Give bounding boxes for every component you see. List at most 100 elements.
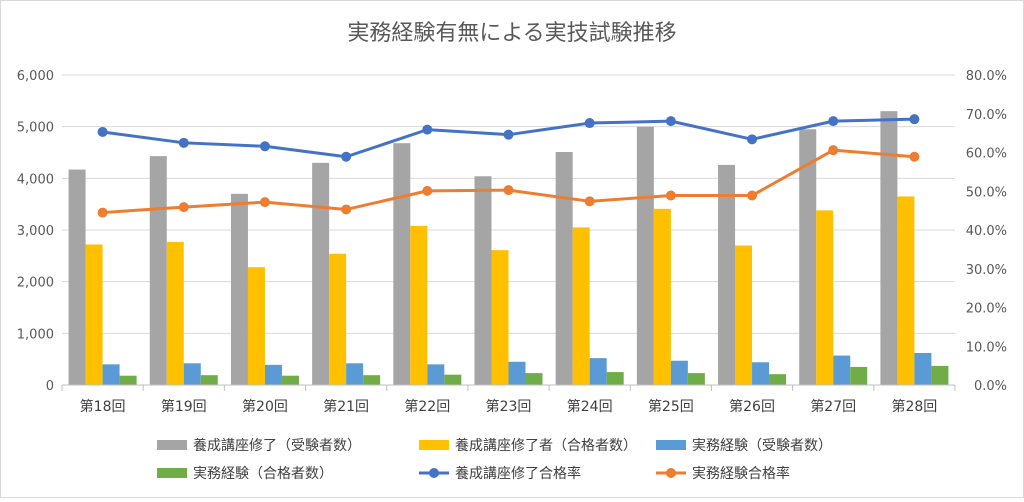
y-left-tick-label: 5,000 (17, 121, 54, 136)
y-right-tick-label: 0.0% (974, 379, 1007, 394)
bar (149, 156, 167, 385)
data-point (909, 151, 920, 162)
bar-series (68, 111, 949, 386)
y-left-tick-label: 6,000 (17, 69, 54, 84)
data-point (341, 204, 352, 215)
data-point (259, 141, 270, 152)
legend-label: 実務経験（合格者数） (193, 466, 333, 482)
x-tick-label: 第20回 (242, 398, 288, 415)
bar (718, 164, 736, 385)
legend-marker (429, 468, 439, 478)
bar (491, 250, 509, 385)
bar (769, 374, 787, 385)
x-tick-label: 第22回 (404, 398, 450, 415)
x-tick-label: 第27回 (810, 398, 856, 415)
y-left-tick-label: 1,000 (17, 327, 54, 342)
data-point (665, 190, 676, 201)
bar (85, 244, 103, 385)
legend-label: 養成講座修了合格率 (455, 465, 581, 482)
bar (363, 375, 381, 385)
data-point (747, 134, 758, 145)
y-right-tick-label: 80.0% (966, 69, 1007, 84)
y-right-tick-label: 40.0% (966, 224, 1007, 239)
bar (735, 245, 753, 385)
bar (670, 360, 688, 385)
data-point (341, 151, 352, 162)
bar (166, 241, 184, 385)
data-point (97, 207, 108, 218)
bar (119, 375, 137, 385)
data-point (178, 137, 189, 148)
y-right-tick-label: 10.0% (966, 340, 1007, 355)
bar (525, 373, 543, 385)
data-point (909, 114, 920, 125)
bar (393, 143, 411, 385)
data-point (828, 116, 839, 127)
bar (653, 208, 671, 385)
chart-title: 実務経験有無による実技試験推移 (347, 21, 676, 46)
bar (247, 267, 265, 385)
legend-swatch (419, 440, 449, 450)
x-tick-label: 第23回 (486, 398, 532, 415)
line-series (97, 114, 920, 218)
bar (636, 126, 654, 386)
bar (931, 365, 949, 385)
bar (102, 364, 120, 385)
data-point (665, 116, 676, 127)
data-point (584, 118, 595, 129)
data-point (422, 124, 433, 135)
y-right-tick-label: 50.0% (966, 185, 1007, 200)
bar (264, 364, 282, 385)
bar (687, 373, 705, 385)
bar (914, 352, 932, 385)
bar (606, 372, 624, 385)
bar (474, 176, 492, 385)
y-left-tick-label: 2,000 (17, 276, 54, 291)
bar (200, 375, 218, 385)
y-right-tick-label: 70.0% (966, 108, 1007, 123)
data-point (97, 126, 108, 137)
x-tick-label: 第18回 (80, 398, 126, 415)
data-point (503, 185, 514, 196)
y-right-tick-label: 30.0% (966, 263, 1007, 278)
x-tick-label: 第28回 (891, 398, 937, 415)
bar (68, 169, 86, 385)
bar (589, 358, 607, 385)
y-right-tick-label: 60.0% (966, 147, 1007, 162)
bar (183, 363, 201, 385)
x-tick-label: 第24回 (567, 398, 613, 415)
y-left-tick-label: 0 (46, 379, 54, 394)
x-axis: 第18回 第19回 第20回 第21回 第22回 第23回 第24回 第25回 第26回 第27回… (61, 384, 956, 415)
data-point (584, 196, 595, 207)
right-axis: 0.0% 10.0% 20.0% 30.0% 40.0% 50.0% 60.0% 70.0% 8… (966, 69, 1007, 394)
y-right-tick-label: 20.0% (966, 302, 1007, 317)
bar (897, 196, 915, 385)
legend-swatch (656, 440, 686, 450)
bar (230, 193, 248, 385)
bar (410, 225, 428, 385)
bar (555, 151, 573, 385)
bar (799, 129, 817, 385)
bar (816, 210, 834, 385)
y-left-tick-label: 4,000 (17, 172, 54, 187)
legend-label: 実務経験（受験者数） (692, 438, 832, 454)
legend-swatch (157, 440, 187, 450)
data-point (747, 190, 758, 201)
x-tick-label: 第26回 (729, 398, 775, 415)
bar (508, 361, 526, 385)
bar (281, 375, 299, 385)
legend: 養成講座修了（受験者数） 養成講座修了者（合格者数） 実務経験（受験者数） 実務経験（… (157, 437, 832, 482)
bar (312, 162, 330, 385)
data-point (178, 202, 189, 213)
bar (833, 355, 851, 385)
data-point (422, 185, 433, 196)
legend-label: 養成講座修了（受験者数） (193, 437, 361, 454)
x-tick-label: 第25回 (648, 398, 694, 415)
x-tick-label: 第19回 (161, 398, 207, 415)
x-tick-label: 第21回 (323, 398, 369, 415)
bar (444, 374, 462, 385)
legend-marker (666, 468, 676, 478)
legend-label: 実務経験合格率 (692, 465, 790, 482)
data-point (259, 197, 270, 208)
